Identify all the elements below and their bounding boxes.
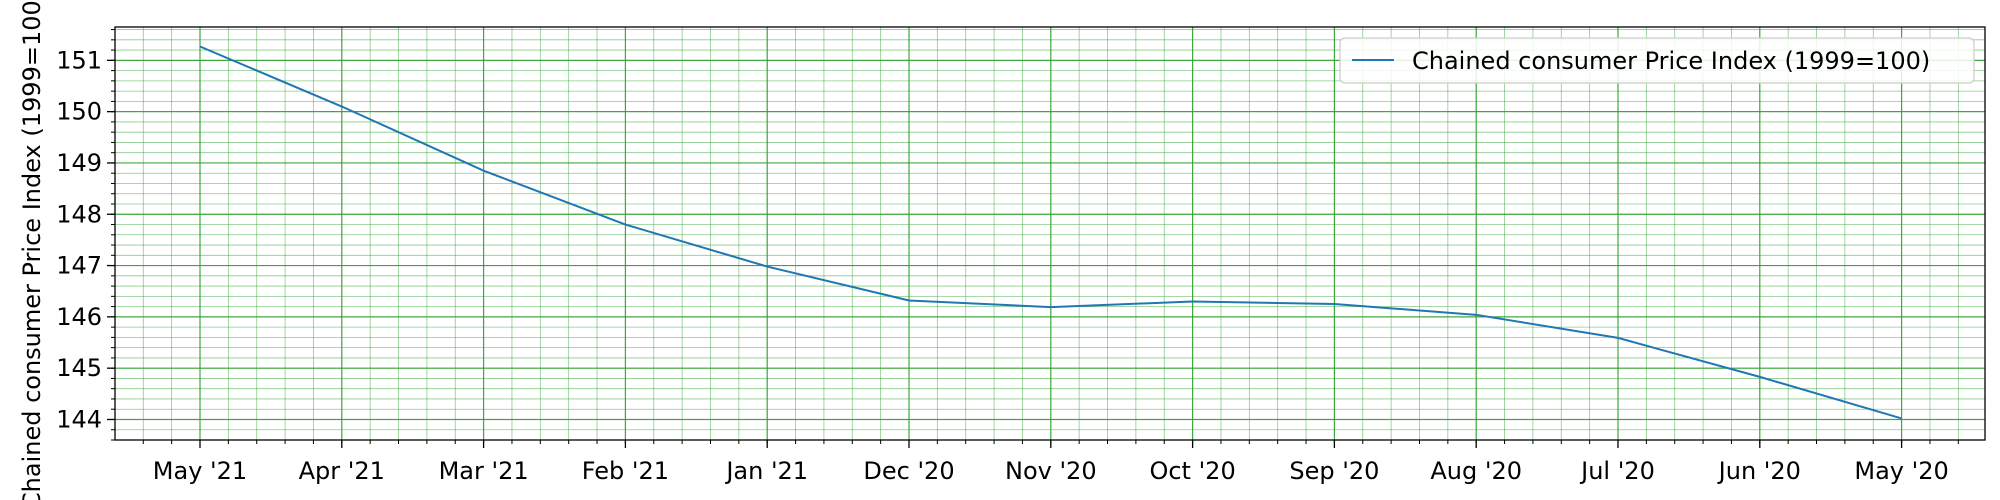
series-layer [199, 45, 1902, 420]
x-tick-label: Jun '20 [1717, 457, 1801, 485]
y-tick-label: 144 [56, 405, 102, 433]
grid-layer [115, 27, 1985, 441]
legend-box [1339, 37, 1975, 84]
y-tick-label: 145 [56, 354, 102, 382]
x-tick-label: Jul '20 [1579, 457, 1655, 485]
x-tick-label: Sep '20 [1289, 457, 1379, 485]
y-tick-label: 151 [56, 46, 102, 74]
series-line [199, 45, 1902, 420]
y-tick-label: 146 [56, 303, 102, 331]
y-tick-label: 147 [56, 252, 102, 280]
y-axis-title: Chained consumer Price Index (1999=100) [18, 0, 46, 500]
x-tick-label: Aug '20 [1430, 457, 1522, 485]
x-tick-label: Nov '20 [1005, 457, 1097, 485]
axes-layer: May '21 Apr '21 Mar '21 Feb '21 Jan '21 Dec '… [56, 26, 1986, 485]
y-tick-label: 149 [56, 149, 102, 177]
y-tick-label: 150 [56, 98, 102, 126]
plot-frame [114, 26, 1986, 441]
x-tick-label: Dec '20 [863, 457, 954, 485]
legend: Chained consumer Price Index (1999=100) [1339, 37, 1975, 84]
x-tick-label: Apr '21 [299, 457, 385, 485]
x-tick-label: Mar '21 [439, 457, 529, 485]
legend-label: Chained consumer Price Index (1999=100) [1412, 47, 1930, 75]
x-tick-label: Jan '21 [724, 457, 808, 485]
x-tick-label: May '21 [153, 457, 247, 485]
x-tick-label: May '20 [1854, 457, 1948, 485]
x-tick-label: Feb '21 [582, 457, 669, 485]
x-tick-label: Oct '20 [1149, 457, 1235, 485]
y-tick-label: 148 [56, 200, 102, 228]
